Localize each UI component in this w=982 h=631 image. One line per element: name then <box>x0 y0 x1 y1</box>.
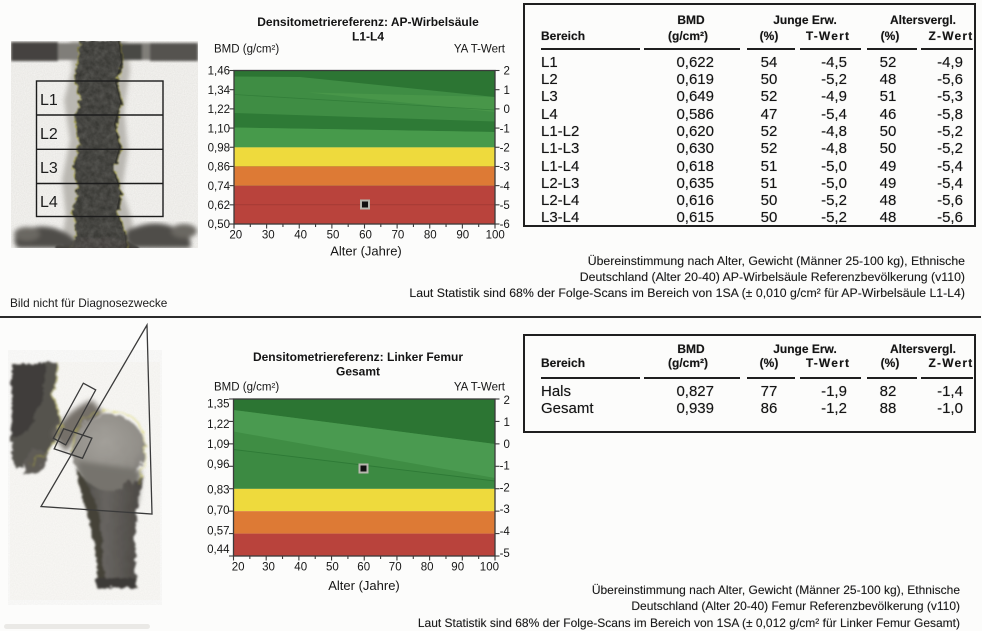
svg-text:20: 20 <box>229 230 242 242</box>
svg-text:L3: L3 <box>40 160 58 177</box>
svg-text:80: 80 <box>421 562 434 574</box>
svg-text:40: 40 <box>294 562 307 574</box>
svg-text:0: 0 <box>504 104 510 116</box>
svg-text:-6: -6 <box>500 219 510 231</box>
svg-text:0,62: 0,62 <box>208 200 230 212</box>
svg-text:30: 30 <box>262 562 275 574</box>
svg-text:1,10: 1,10 <box>208 123 230 135</box>
svg-text:90: 90 <box>451 562 464 574</box>
svg-text:0,74: 0,74 <box>208 181 231 193</box>
svg-text:-4: -4 <box>500 181 511 193</box>
svg-text:0: 0 <box>504 439 510 451</box>
svg-text:1: 1 <box>504 417 510 429</box>
svg-text:0,98: 0,98 <box>208 142 230 154</box>
svg-text:60: 60 <box>359 230 372 242</box>
svg-text:YA T-Wert: YA T-Wert <box>454 382 506 394</box>
svg-text:80: 80 <box>424 230 437 242</box>
svg-text:100: 100 <box>486 230 505 242</box>
svg-text:0,86: 0,86 <box>208 162 230 174</box>
svg-text:-5: -5 <box>500 548 510 560</box>
svg-text:0,57: 0,57 <box>207 525 229 537</box>
svg-text:Alter (Jahre): Alter (Jahre) <box>330 244 402 259</box>
svg-text:40: 40 <box>294 230 307 242</box>
svg-text:1,35: 1,35 <box>207 399 229 411</box>
svg-text:0,70: 0,70 <box>207 505 229 517</box>
svg-text:0,44: 0,44 <box>207 544 230 556</box>
svg-text:-4: -4 <box>500 526 511 538</box>
svg-text:70: 70 <box>389 562 402 574</box>
svg-text:100: 100 <box>480 562 499 574</box>
svg-text:-1: -1 <box>500 123 510 135</box>
svg-text:60: 60 <box>357 562 370 574</box>
svg-text:70: 70 <box>392 230 405 242</box>
svg-text:L4: L4 <box>40 194 58 211</box>
svg-text:-2: -2 <box>500 142 510 154</box>
svg-text:L2: L2 <box>40 126 58 143</box>
svg-text:YA T-Wert: YA T-Wert <box>454 44 506 56</box>
svg-text:20: 20 <box>232 562 245 574</box>
svg-text:L1: L1 <box>40 92 58 109</box>
svg-text:Densitometriereferenz: Linker: Densitometriereferenz: Linker Femur <box>253 350 463 364</box>
svg-text:50: 50 <box>326 562 339 574</box>
svg-text:Alter (Jahre): Alter (Jahre) <box>328 578 400 593</box>
svg-text:30: 30 <box>262 230 275 242</box>
svg-text:-3: -3 <box>500 162 510 174</box>
svg-text:1,22: 1,22 <box>207 419 229 431</box>
svg-text:1,22: 1,22 <box>208 104 230 116</box>
svg-text:1,46: 1,46 <box>208 66 230 78</box>
svg-text:-2: -2 <box>500 482 510 494</box>
svg-text:Densitometriereferenz: AP-Wirb: Densitometriereferenz: AP-Wirbelsäule <box>257 15 479 29</box>
svg-text:L1-L4: L1-L4 <box>352 30 384 44</box>
svg-text:50: 50 <box>327 230 340 242</box>
svg-text:90: 90 <box>456 230 469 242</box>
svg-text:2: 2 <box>504 395 510 407</box>
svg-text:-3: -3 <box>500 504 510 516</box>
svg-text:BMD (g/cm²): BMD (g/cm²) <box>214 44 279 56</box>
svg-text:-5: -5 <box>500 200 510 212</box>
svg-text:2: 2 <box>504 66 510 78</box>
svg-text:1,09: 1,09 <box>207 439 229 451</box>
svg-text:Gesamt: Gesamt <box>336 365 380 379</box>
svg-text:0,96: 0,96 <box>207 459 229 471</box>
svg-text:1,34: 1,34 <box>208 85 231 97</box>
svg-text:-1: -1 <box>500 461 510 473</box>
svg-text:0,50: 0,50 <box>208 219 230 231</box>
svg-text:BMD (g/cm²): BMD (g/cm²) <box>214 382 279 394</box>
svg-text:0,83: 0,83 <box>207 485 229 497</box>
svg-text:1: 1 <box>504 85 510 97</box>
